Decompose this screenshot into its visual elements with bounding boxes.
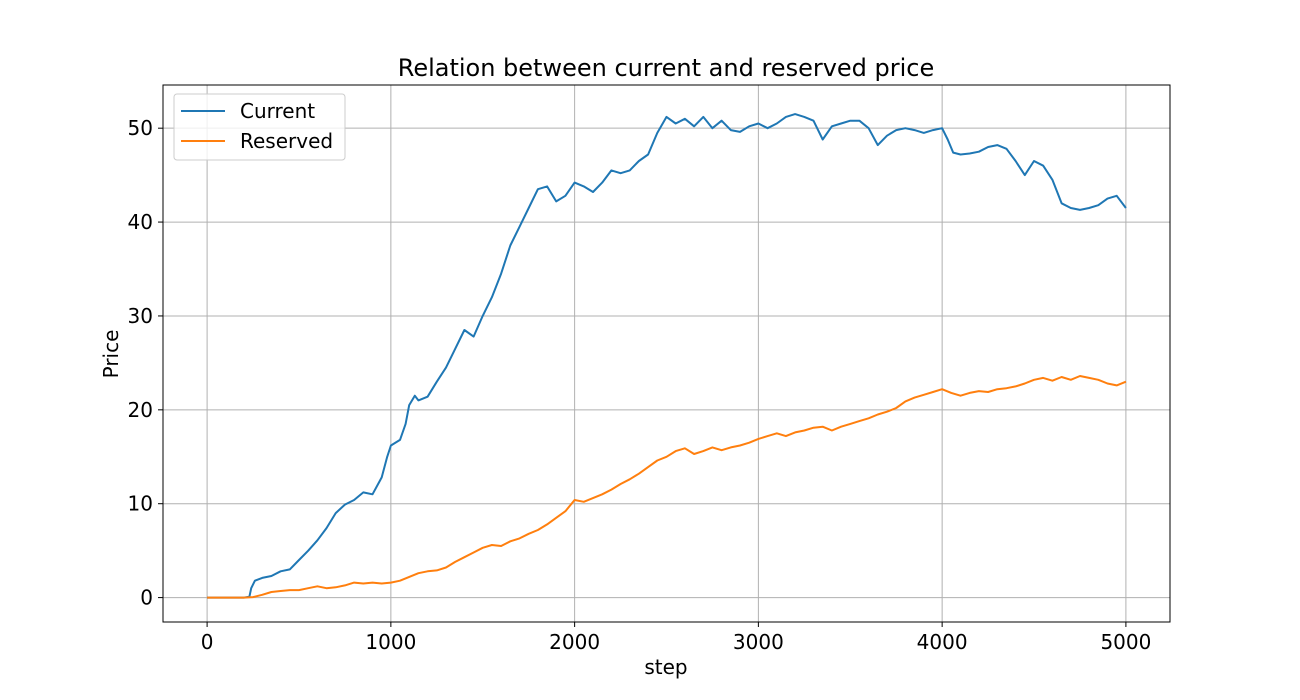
y-tick-label: 20	[128, 398, 153, 422]
x-tick-label: 5000	[1100, 630, 1151, 654]
x-tick-label: 4000	[917, 630, 968, 654]
x-tick-label: 3000	[733, 630, 784, 654]
legend-label-reserved: Reserved	[240, 129, 333, 153]
plot-area-frame	[162, 84, 1171, 623]
series-lines	[207, 113, 1127, 599]
y-tick-label: 10	[128, 492, 153, 516]
y-tick-label: 40	[128, 210, 153, 234]
x-tick-label: 0	[201, 630, 214, 654]
series-line-reserved	[207, 375, 1127, 599]
x-axis-label: step	[644, 655, 687, 679]
series-line-current	[207, 113, 1127, 599]
legend: Current Reserved	[173, 93, 346, 161]
y-tick-label: 0	[140, 586, 153, 610]
y-tick-label: 30	[128, 304, 153, 328]
x-tick-label: 1000	[365, 630, 416, 654]
axis-ticks: 0 1000 2000 3000 4000 5000 0 10 20 30 40 50	[128, 116, 1152, 654]
chart-title: Relation between current and reserved pr…	[398, 54, 935, 82]
y-axis-label: Price	[99, 330, 123, 379]
y-tick-label: 50	[128, 116, 153, 140]
legend-label-current: Current	[240, 99, 315, 123]
x-tick-label: 2000	[549, 630, 600, 654]
